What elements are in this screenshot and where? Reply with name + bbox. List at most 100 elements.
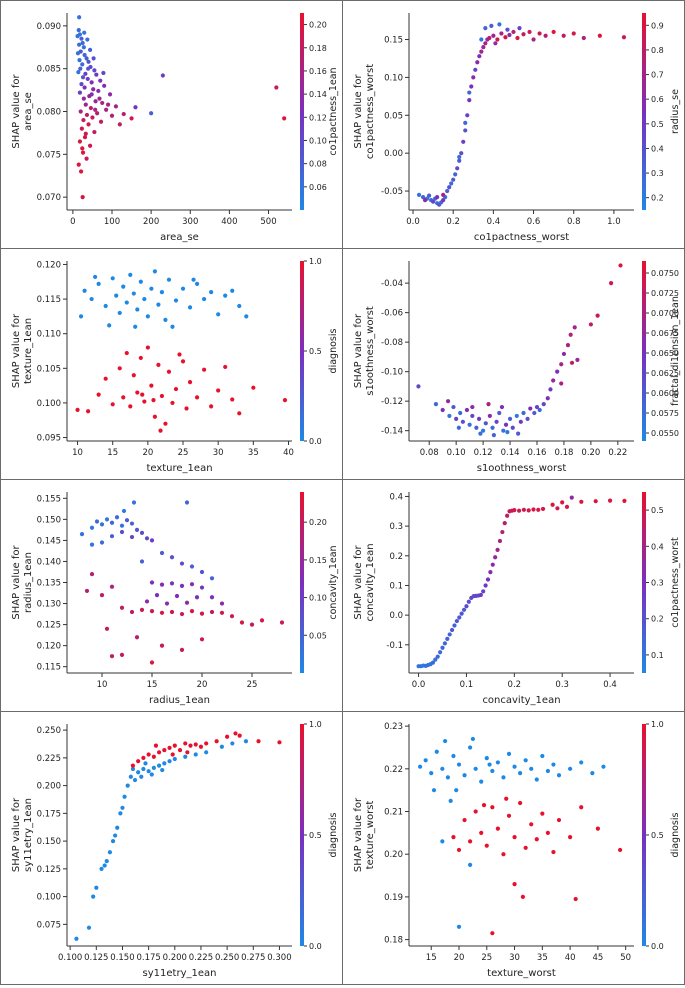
data-point	[124, 350, 129, 356]
y-axis-label: SHAP value for	[353, 545, 364, 620]
data-point	[119, 529, 125, 535]
data-point	[443, 738, 448, 744]
y-tick-label: 0.125	[37, 621, 61, 631]
data-point	[529, 822, 534, 827]
data-point	[104, 517, 110, 522]
data-point	[430, 660, 436, 665]
data-point	[80, 150, 86, 155]
data-point	[551, 762, 556, 767]
y-axis-label: SHAP value for	[11, 74, 22, 149]
colorbar-tick-label: 0.5	[651, 831, 664, 840]
data-point	[489, 23, 494, 28]
data-point	[91, 87, 96, 92]
data-point	[120, 805, 125, 810]
data-point	[461, 607, 467, 612]
x-tick-label: 0.22	[608, 448, 627, 458]
y-tick-label: 0.4	[389, 492, 403, 502]
data-point	[189, 609, 195, 614]
data-point	[468, 862, 473, 867]
colorbar-tick-label: 0.0750	[651, 269, 679, 278]
data-point	[431, 788, 437, 793]
data-point	[79, 81, 84, 87]
data-point	[87, 47, 93, 52]
data-point	[153, 743, 159, 748]
colorbar-label: radius_se	[670, 89, 681, 134]
colorbar-tick-label: 0.15	[309, 556, 327, 565]
data-point	[462, 817, 467, 823]
colorbar-tick-label: 0.0	[651, 942, 664, 951]
data-point	[169, 581, 175, 586]
data-point	[534, 404, 540, 410]
data-point	[465, 113, 470, 118]
data-point	[438, 650, 443, 655]
data-point	[169, 609, 175, 615]
data-point	[194, 281, 200, 286]
data-point	[80, 146, 85, 151]
data-point	[110, 402, 115, 407]
data-point	[166, 277, 172, 282]
data-point	[152, 269, 157, 274]
data-point	[561, 351, 567, 357]
x-tick-label: 0.3	[555, 680, 569, 690]
data-point	[122, 794, 127, 799]
y-tick-label: 0.200	[37, 782, 61, 792]
data-point	[490, 562, 495, 567]
data-point	[100, 100, 105, 106]
data-point	[82, 135, 88, 140]
data-point	[119, 523, 125, 528]
colorbar-tick-label: 0.10	[309, 594, 327, 603]
data-point	[159, 550, 165, 556]
data-point	[456, 924, 462, 929]
data-point	[85, 37, 90, 42]
data-point	[158, 428, 163, 433]
data-point	[149, 580, 155, 585]
data-point	[84, 56, 89, 61]
data-point	[618, 847, 623, 853]
data-point	[159, 610, 165, 615]
data-point	[441, 198, 446, 203]
data-point	[156, 750, 162, 755]
data-point	[129, 534, 135, 540]
data-point	[420, 195, 426, 200]
data-point	[130, 763, 136, 768]
data-point	[540, 811, 545, 816]
data-point	[481, 44, 486, 50]
data-point	[237, 303, 242, 309]
data-point	[483, 583, 488, 588]
data-point	[118, 811, 123, 816]
data-point	[159, 643, 165, 648]
data-point	[79, 36, 84, 41]
colorbar-tick-label: 0.20	[309, 518, 327, 527]
x-tick-label: 0.14	[501, 448, 520, 458]
data-point	[451, 404, 456, 410]
x-tick-label: 0.20	[581, 448, 600, 458]
data-point	[481, 589, 486, 594]
data-point	[445, 188, 450, 194]
data-point	[91, 894, 96, 899]
data-point	[463, 120, 468, 125]
data-point	[569, 360, 575, 365]
x-axis-label: texture_worst	[487, 968, 556, 979]
data-point	[249, 622, 255, 627]
y-tick-label: 0.05	[384, 111, 403, 121]
data-point	[484, 756, 489, 761]
data-point	[451, 753, 456, 759]
data-point	[426, 193, 432, 198]
data-point	[214, 739, 219, 744]
data-point	[517, 26, 522, 31]
colorbar	[300, 492, 304, 673]
data-point	[146, 752, 151, 757]
data-point	[521, 410, 526, 416]
data-point	[503, 422, 509, 427]
y-tick-label: 0.20	[384, 850, 403, 860]
data-point	[483, 26, 488, 31]
y-tick-label: -0.12	[381, 397, 403, 407]
data-point	[451, 835, 456, 840]
data-point	[109, 534, 115, 539]
data-point	[534, 777, 539, 782]
y-tick-label: 0.23	[384, 722, 403, 732]
data-point	[464, 407, 470, 413]
x-axis-label: concavity_1ean	[482, 695, 560, 706]
data-point	[468, 839, 473, 844]
colorbar-tick-label: 0.14	[309, 90, 327, 99]
